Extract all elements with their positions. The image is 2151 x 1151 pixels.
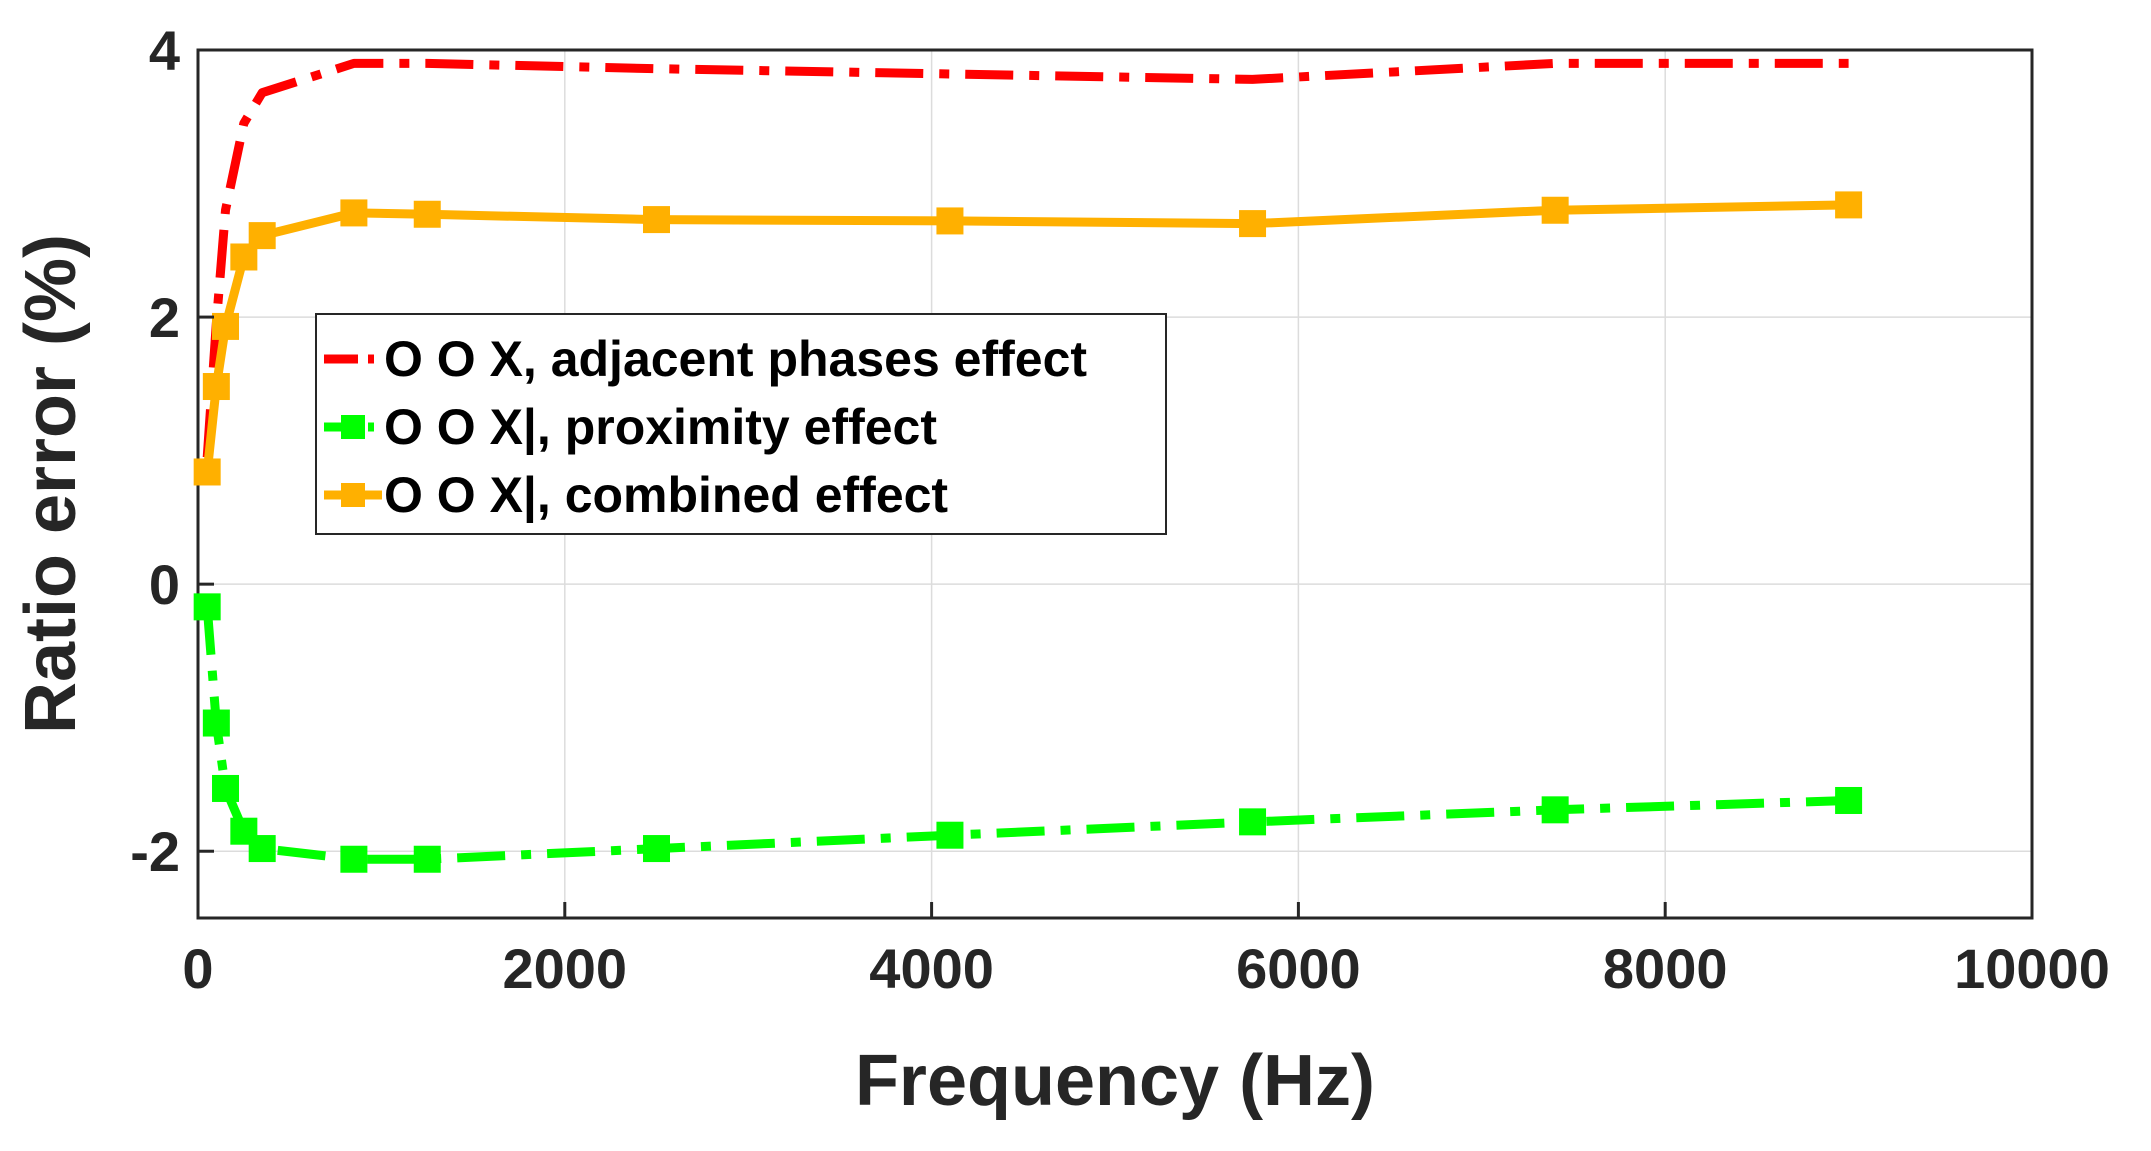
legend-label-2: O O X|, combined effect xyxy=(384,467,948,524)
series-1-point-1 xyxy=(202,709,230,737)
series-2-point-7 xyxy=(643,206,670,234)
legend-label-1: O O X|, proximity effect xyxy=(384,399,937,456)
y-tick-label-2: 2 xyxy=(149,286,180,349)
series-1-point-5 xyxy=(340,845,368,873)
x-tick-label-4: 8000 xyxy=(1603,937,1728,1000)
series-1-point-6 xyxy=(413,845,441,873)
y-tick-label-0: -2 xyxy=(130,820,180,883)
legend-label-0: O O X, adjacent phases effect xyxy=(384,331,1087,387)
x-axis-label: Frequency (Hz) xyxy=(855,1041,1375,1121)
series-1-point-0 xyxy=(193,593,221,621)
series-1-point-10 xyxy=(1541,796,1569,824)
series-2-point-2 xyxy=(212,312,240,340)
x-tick-label-3: 6000 xyxy=(1236,937,1361,1000)
series-2-point-9 xyxy=(1239,210,1267,238)
series-line-0 xyxy=(202,58,1849,458)
series-1-point-8 xyxy=(936,821,964,849)
x-tick-label-0: 0 xyxy=(182,937,213,1000)
series-2-point-11 xyxy=(1835,191,1863,219)
y-tick-label-3: 4 xyxy=(149,19,180,82)
series-1-point-2 xyxy=(212,774,240,802)
series-2-point-5 xyxy=(340,199,368,227)
y-tick-label-1: 0 xyxy=(149,553,180,616)
series-2-point-4 xyxy=(248,222,276,250)
x-tick-label-5: 10000 xyxy=(1954,937,2110,1000)
series-2-point-10 xyxy=(1541,196,1569,224)
series-2-point-8 xyxy=(936,207,964,235)
legend: O O X, adjacent phases effect O O X|, pro… xyxy=(315,313,1167,535)
legend-box xyxy=(315,313,1167,535)
series-2-point-0 xyxy=(193,458,221,486)
series-1-point-7 xyxy=(643,835,670,863)
series-1-point-4 xyxy=(248,835,276,863)
legend-swatch-marker-1 xyxy=(341,415,365,439)
series-2-point-1 xyxy=(202,373,230,401)
data-series xyxy=(193,58,1863,873)
series-2-point-6 xyxy=(413,200,441,228)
x-tick-label-1: 2000 xyxy=(503,937,628,1000)
x-tick-label-2: 4000 xyxy=(869,937,994,1000)
series-1-point-9 xyxy=(1239,808,1267,836)
series-1-point-11 xyxy=(1835,786,1863,814)
y-axis-label: Ratio error (%) xyxy=(11,234,91,734)
series-line-1 xyxy=(202,606,1849,864)
legend-swatch-marker-2 xyxy=(341,483,365,507)
